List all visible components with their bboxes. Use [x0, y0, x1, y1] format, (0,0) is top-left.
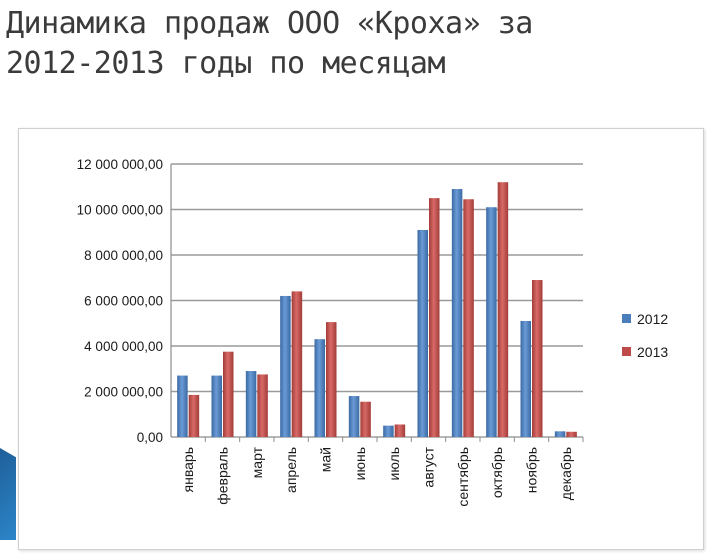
- bar-2013-сентябрь: [463, 199, 474, 437]
- bars: [177, 182, 577, 437]
- y-axis-tick-labels: 0,00 2 000 000,00 4 000 000,00 6 000 000,00…: [77, 157, 163, 445]
- x-tick-label: май: [318, 447, 334, 472]
- x-tick-label: февраль: [215, 447, 231, 505]
- bar-2012-декабрь: [554, 431, 566, 437]
- bar-2012-июнь: [348, 396, 360, 437]
- bar-2013-март: [257, 374, 268, 437]
- bar-2013-апрель: [291, 291, 303, 437]
- y-tick-label: 8 000 000,00: [84, 248, 163, 263]
- bar-2013-январь: [188, 394, 200, 437]
- bar-2012-апрель: [280, 295, 291, 437]
- bar-2012-май: [314, 339, 325, 437]
- x-tick-label: апрель: [283, 447, 299, 493]
- bar-2012-сентябрь: [451, 189, 463, 437]
- bar-2013-февраль: [223, 351, 234, 437]
- y-tick-label: 10 000 000,00: [77, 203, 163, 218]
- x-tick-label: октябрь: [489, 447, 505, 498]
- bar-2013-май: [326, 322, 337, 437]
- x-tick-label: ноябрь: [524, 447, 540, 493]
- bar-2012-октябрь: [486, 207, 497, 437]
- legend-swatch-2013: [622, 347, 631, 356]
- slide-title: Динамика продаж ООО «Кроха» за 2012-2013…: [6, 4, 706, 84]
- bar-2013-июль: [394, 424, 406, 437]
- bar-2012-январь: [177, 375, 188, 437]
- y-tick-label: 0,00: [137, 430, 163, 445]
- bar-2012-март: [245, 371, 257, 437]
- bar-2012-июль: [383, 425, 394, 437]
- x-tick-label: декабрь: [558, 447, 574, 500]
- sales-bar-chart: 0,00 2 000 000,00 4 000 000,00 6 000 000,00…: [77, 157, 669, 507]
- chart-frame: 0,00 2 000 000,00 4 000 000,00 6 000 000,00…: [18, 128, 704, 550]
- bar-2013-июнь: [360, 401, 371, 437]
- legend: 2012 2013: [622, 311, 668, 360]
- y-tick-label: 6 000 000,00: [84, 294, 163, 309]
- y-tick-label: 4 000 000,00: [84, 339, 163, 354]
- bar-2013-октябрь: [497, 182, 509, 437]
- decorative-accent: [0, 448, 16, 540]
- x-tick-label: январь: [180, 447, 196, 492]
- x-axis-tick-labels: январь февраль март апрель май июнь июль август…: [180, 446, 574, 506]
- legend-label: 2013: [637, 344, 668, 360]
- slide-title-line-1: Динамика продаж ООО «Кроха» за: [6, 6, 533, 41]
- gridlines: [170, 163, 584, 442]
- y-tick-label: 2 000 000,00: [84, 385, 163, 400]
- bar-2012-ноябрь: [520, 320, 531, 437]
- x-tick-label: август: [421, 446, 437, 487]
- legend-label: 2012: [637, 311, 668, 327]
- x-tick-label: март: [249, 446, 265, 478]
- legend-swatch-2012: [622, 314, 631, 323]
- slide-title-line-2: 2012-2013 годы по месяцам: [6, 46, 446, 81]
- x-tick-label: июль: [386, 447, 402, 480]
- bar-2012-август: [417, 229, 428, 437]
- x-tick-label: сентябрь: [455, 447, 471, 507]
- bar-2013-декабрь: [566, 431, 577, 437]
- bar-2013-август: [429, 198, 440, 437]
- bar-2012-февраль: [211, 375, 222, 437]
- bar-2013-ноябрь: [532, 280, 543, 437]
- x-tick-label: июнь: [352, 447, 368, 480]
- y-tick-label: 12 000 000,00: [77, 157, 163, 172]
